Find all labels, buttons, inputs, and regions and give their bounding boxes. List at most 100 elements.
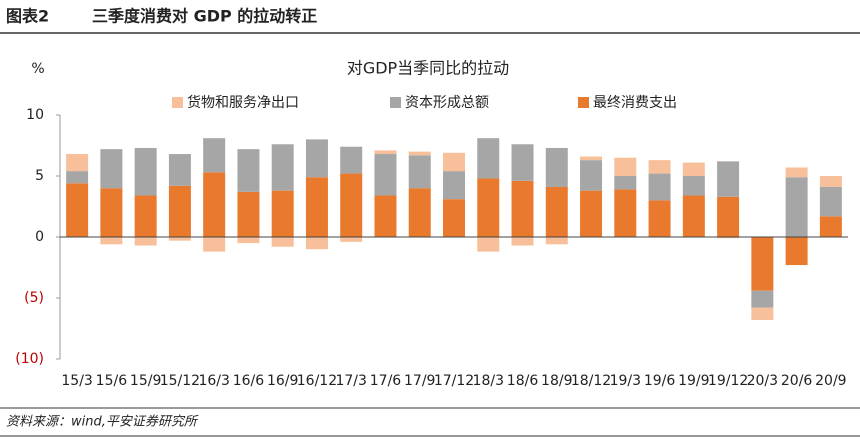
x-tick-label: 17/3 [335,373,366,389]
legend-label: 资本形成总额 [405,95,489,111]
legend-swatch [172,97,183,108]
bar-segment [545,237,568,245]
legend-label: 货物和服务净出口 [187,94,299,111]
bar-segment [134,237,157,246]
bar-segment [237,237,260,244]
bar-segment [305,139,328,178]
bar-segment [511,237,534,246]
bar-segment [271,237,294,247]
bar-segment [751,307,774,320]
x-tick-label: 18/6 [507,373,539,389]
x-tick-label: 15/12 [160,373,200,389]
x-tick-label: 19/12 [708,373,748,389]
x-tick-label: 20/9 [815,373,846,389]
x-tick-label: 15/9 [130,373,161,389]
bar-segment [717,161,740,197]
x-tick-label: 19/6 [644,373,676,389]
bar-segment [203,172,226,237]
x-tick-label: 15/6 [96,373,128,389]
bar-segment [305,237,328,250]
bar-segment [580,190,603,237]
bar-segment [477,237,500,252]
x-tick-label: 17/6 [370,373,402,389]
bar-segment [751,237,774,291]
bar-segment [100,237,123,245]
y-tick-label: 5 [35,168,44,184]
bar-segment [682,176,705,196]
bar-segment [134,195,157,237]
bar-segment [785,177,808,237]
bar-segment [819,216,842,237]
bar-segment [305,177,328,237]
bar-segment [580,156,603,161]
figure-title: 三季度消费对 GDP 的拉动转正 [92,7,317,26]
bar-segment [271,190,294,237]
bar-segment [614,189,637,237]
bar-segment [614,176,637,190]
bar-segment [648,173,671,201]
x-tick-label: 18/3 [473,373,504,389]
bar-segment [785,167,808,178]
x-tick-label: 15/3 [61,373,92,389]
bar-segment [100,188,123,237]
x-tick-label: 16/9 [267,373,298,389]
bar-segment [66,183,89,237]
x-tick-label: 17/12 [434,373,474,389]
bar-segment [545,186,568,237]
bar-segment [168,154,191,186]
bar-segment [682,162,705,176]
bar-segment [648,200,671,237]
bar-segment [717,196,740,237]
bar-segment [340,146,363,174]
x-tick-label: 16/3 [198,373,229,389]
bar-segment [100,149,123,189]
x-tick-label: 17/9 [404,373,435,389]
bar-segment [443,199,465,237]
bar-segment [340,173,363,237]
bar-segment [271,144,294,191]
bar-segment [477,138,500,179]
x-tick-label: 16/12 [297,373,337,389]
bar-segment [648,160,671,174]
bar-segment [340,237,363,242]
bar-segment [374,150,397,155]
source-note: 资料来源：wind,平安证券研究所 [6,414,199,430]
bar-segment [66,171,89,184]
y-tick-label: (5) [24,290,44,306]
y-tick-label: 0 [35,229,44,245]
x-tick-label: 18/12 [571,373,611,389]
x-tick-label: 18/9 [541,373,572,389]
y-tick-label: 10 [26,107,44,123]
x-tick-label: 19/3 [610,373,641,389]
bar-segment [511,180,534,237]
bar-segment [511,144,534,181]
x-tick-label: 19/9 [678,373,709,389]
bar-segment [580,160,603,191]
bar-segment [374,154,397,196]
bar-segment [168,185,191,237]
bar-segment [751,290,774,308]
bar-segment [168,237,191,241]
bar-segment [819,186,842,217]
y-tick-label: (10) [15,351,44,367]
x-tick-label: 16/6 [233,373,265,389]
bar-segment [408,155,431,189]
bar-segment [408,151,431,156]
legend-swatch [578,97,589,108]
bar-segment [682,195,705,237]
bar-segment [785,237,808,266]
bar-segment [443,152,465,172]
x-tick-label: 20/3 [747,373,778,389]
bar-segment [237,149,260,192]
bar-segment [203,237,226,252]
bar-segment [408,188,431,237]
bar-segment [66,154,89,172]
bar-segment [717,237,740,239]
bar-segment [237,191,260,237]
chart-title: 对GDP当季同比的拉动 [347,59,509,78]
bar-segment [819,176,842,187]
bar-segment [134,147,157,196]
x-tick-label: 20/6 [781,373,813,389]
legend-swatch [390,97,401,108]
